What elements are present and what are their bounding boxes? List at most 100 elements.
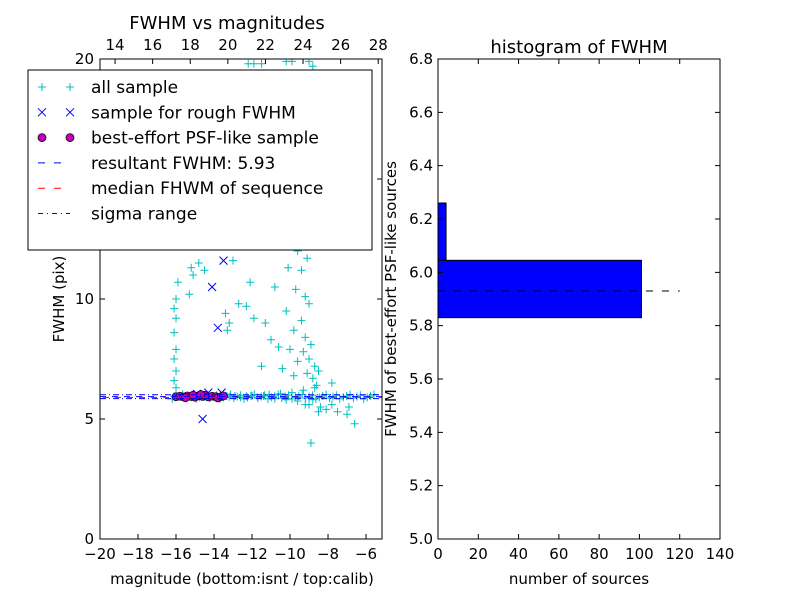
legend-box [27, 69, 373, 251]
y-tick-label: 20 [75, 50, 94, 68]
rough-sample-point [198, 414, 207, 424]
all-sample-point [221, 309, 230, 318]
all-sample-point [170, 376, 179, 385]
histogram-xlabel: number of sources [509, 570, 649, 588]
all-sample-point [170, 328, 179, 337]
y-tick-label: 0 [84, 530, 94, 548]
all-sample-point [301, 292, 310, 301]
all-sample-point [185, 290, 194, 299]
x-tick-label: −20 [84, 545, 116, 563]
all-sample-point [314, 367, 323, 375]
histogram-ylabel: FWHM of best-effort PSF-like sources [382, 161, 400, 437]
all-sample-point [312, 381, 321, 390]
x-tick-label: −10 [274, 545, 306, 563]
all-sample-point [308, 374, 317, 383]
all-sample-point [187, 263, 196, 272]
all-sample-point [172, 345, 181, 354]
all-sample-point [172, 295, 181, 303]
legend-label: resultant FWHM: 5.93 [91, 154, 275, 174]
all-sample-point [286, 345, 295, 354]
top-x-tick-label: 18 [181, 36, 200, 54]
all-sample-point [306, 439, 315, 447]
x-tick-label: 100 [625, 545, 654, 563]
y-tick-label: 6.2 [409, 210, 433, 228]
legend: all sample sample for rough FWHM best-effo… [27, 69, 373, 251]
all-sample-point [289, 326, 298, 335]
all-sample-point [366, 391, 375, 400]
top-x-tick-label: 16 [143, 36, 162, 54]
plot-area [100, 59, 382, 447]
all-sample-point [284, 263, 293, 272]
all-sample-point [327, 379, 336, 387]
legend-label: sample for rough FWHM [91, 103, 296, 123]
all-sample-point [344, 403, 353, 411]
all-sample-point [261, 319, 270, 327]
all-sample-point [343, 410, 352, 419]
x-tick-label: −18 [122, 545, 154, 563]
legend-label: best-effort PSF-like sample [91, 129, 319, 149]
top-x-tick-label: 20 [218, 36, 237, 54]
top-x-tick-label: 22 [256, 36, 275, 54]
all-sample-point [249, 314, 258, 323]
plus-marker-icon [38, 83, 46, 91]
all-sample-point [322, 405, 331, 414]
all-sample-point [170, 355, 179, 363]
x-tick-label: −16 [160, 545, 192, 563]
all-sample-point [225, 319, 234, 327]
all-sample-point [305, 299, 314, 308]
circle-marker-icon [37, 133, 47, 142]
all-sample-point [274, 343, 283, 351]
all-sample-point [310, 362, 319, 371]
histogram-bar [437, 202, 447, 261]
legend-label: median FHWM of sequence [91, 179, 323, 199]
x-marker-icon [37, 107, 47, 117]
rough-sample-point [219, 256, 228, 265]
all-sample-point [270, 283, 279, 291]
all-sample-point [287, 59, 296, 66]
scatter-xlabel: magnitude (bottom:isnt / top:calib) [110, 570, 374, 588]
x-tick-label: −6 [355, 545, 377, 563]
top-x-tick-label: 26 [331, 36, 350, 54]
y-tick-label: 5.4 [409, 423, 433, 441]
y-tick-label: 5 [84, 410, 94, 428]
histogram-frame [437, 58, 721, 540]
all-sample-point [350, 419, 359, 428]
all-sample-point [172, 383, 181, 392]
all-sample-point [305, 355, 314, 363]
y-tick-label: 6.8 [409, 50, 433, 68]
all-sample-point [189, 271, 198, 279]
y-tick-label: 6.0 [409, 263, 433, 281]
all-sample-point [305, 59, 314, 66]
y-tick-label: 6.6 [409, 103, 433, 121]
all-sample-point [303, 254, 312, 263]
x-marker-icon [65, 107, 75, 117]
top-x-tick-label: 28 [369, 36, 388, 54]
all-sample-point [299, 347, 308, 356]
x-tick-label: 60 [549, 545, 568, 563]
all-sample-point [257, 362, 266, 371]
all-sample-point [242, 302, 251, 311]
x-tick-label: 0 [433, 545, 443, 563]
scatter-ylabel: FWHM (pix) [50, 256, 68, 343]
all-sample-point [306, 340, 315, 349]
all-sample-point [257, 59, 266, 68]
all-sample-point [246, 391, 255, 400]
x-tick-label: 40 [509, 545, 528, 563]
all-sample-point [303, 369, 312, 378]
y-tick-label: 5.6 [409, 370, 433, 388]
x-tick-label: −14 [198, 545, 230, 563]
all-sample-point [172, 367, 181, 375]
all-sample-point [293, 357, 302, 366]
all-sample-point [194, 259, 203, 267]
y-tick-label: 5.2 [409, 477, 433, 495]
all-sample-point [291, 285, 300, 294]
all-sample-point [327, 400, 336, 409]
all-sample-point [301, 333, 310, 342]
all-sample-point [246, 278, 255, 287]
scatter-plot: −20 −18 −16 −14 −12 −10 −8 −6 14 16 18 20 22 24 26 28 0 5… [27, 36, 388, 563]
all-sample-point [316, 403, 325, 411]
histogram-plot: 0 20 40 60 80 100 120 140 5.0 5.2 5.4 5.6 5.8 6.0 6.2 6… [409, 50, 734, 563]
x-tick-label: 80 [590, 545, 609, 563]
x-tick-label: −8 [317, 545, 339, 563]
